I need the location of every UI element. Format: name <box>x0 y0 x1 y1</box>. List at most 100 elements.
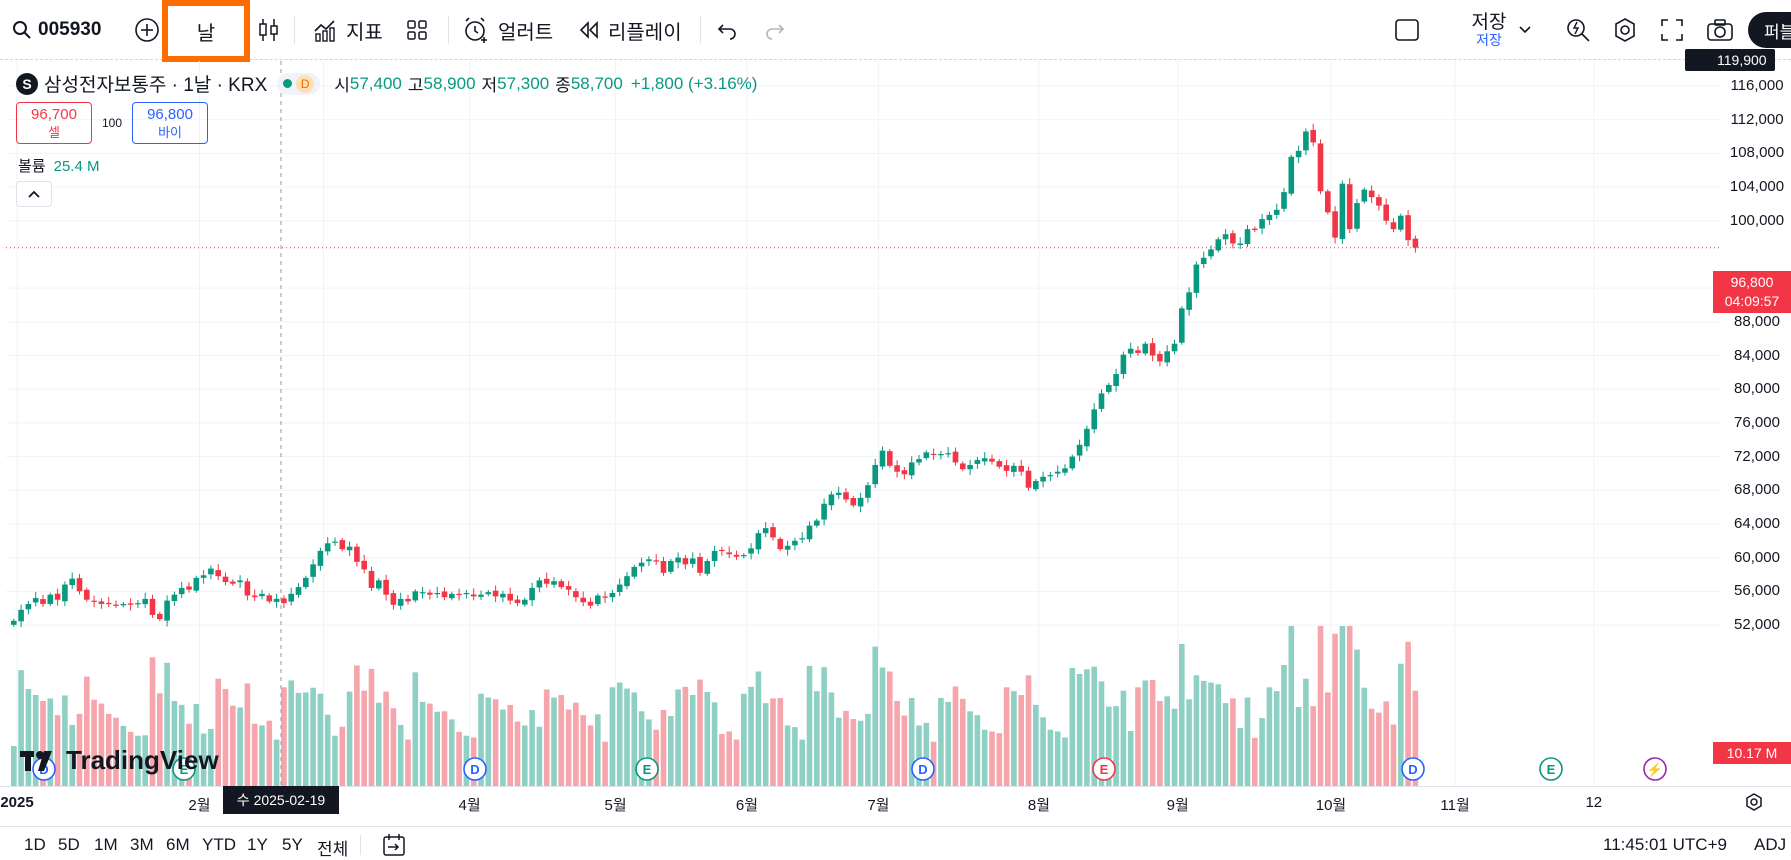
candle-body <box>901 470 908 475</box>
volume-bar <box>1011 691 1017 786</box>
adj-button[interactable]: ADJ <box>1754 835 1787 854</box>
range-button-3m[interactable]: 3M <box>130 835 154 854</box>
price-chart[interactable]: D E D E D E D E ⚡ <box>6 61 1721 786</box>
candle-body <box>346 546 353 551</box>
volume-bar <box>1237 728 1243 786</box>
candle-body <box>1113 374 1119 386</box>
candle-body <box>1412 238 1419 248</box>
top-toolbar: 005930 날 지표 얼러트 리플레이 저장 저장 <box>0 0 1791 62</box>
range-button-1y[interactable]: 1Y <box>247 835 268 854</box>
event-marker[interactable]: E <box>172 757 196 781</box>
candle-body <box>354 546 360 562</box>
price-tick-label: 60,000 <box>1734 548 1780 566</box>
candle-body <box>1135 350 1141 353</box>
event-marker[interactable]: ⚡ <box>1643 757 1667 781</box>
candle-body <box>84 589 90 600</box>
volume-bar <box>1398 663 1404 786</box>
publish-button[interactable]: 퍼블 <box>1748 12 1791 48</box>
range-button-5y[interactable]: 5Y <box>282 835 303 854</box>
volume-bar <box>981 729 988 786</box>
publish-label: 퍼블 <box>1764 22 1791 42</box>
volume-bar <box>1390 724 1397 786</box>
interval-button[interactable]: 날 <box>162 0 250 62</box>
volume-legend[interactable]: 볼륨 25.4 M <box>18 155 99 176</box>
candle-body <box>18 609 24 622</box>
volume-bar <box>865 713 871 786</box>
volume-bar <box>412 672 419 786</box>
event-marker[interactable]: E <box>635 757 659 781</box>
volume-bar <box>668 716 674 786</box>
event-marker[interactable]: D <box>911 757 935 781</box>
axis-settings-button[interactable] <box>1744 792 1764 817</box>
event-marker-circle <box>911 757 935 781</box>
event-marker[interactable]: E <box>1092 757 1116 781</box>
candle-body <box>281 598 287 604</box>
candle-body <box>660 560 667 573</box>
range-button-6m[interactable]: 6M <box>166 835 190 854</box>
candle-body <box>1376 197 1382 206</box>
candle-body <box>733 554 740 557</box>
snapshot-button[interactable] <box>1706 0 1734 60</box>
candle-body <box>529 587 535 601</box>
time-tick-label: 5월 <box>604 797 627 814</box>
chart-pane[interactable]: D E D E D E D E ⚡ <box>6 61 1721 786</box>
save-label: 저장 <box>1471 11 1507 33</box>
fullscreen-button[interactable] <box>1660 0 1684 60</box>
volume-bar <box>828 692 835 786</box>
quick-search-button[interactable] <box>1565 0 1591 60</box>
volume-bar <box>1332 633 1338 786</box>
event-marker-label: D <box>470 762 479 777</box>
chart-type-button[interactable] <box>257 0 281 60</box>
volume-bar <box>1084 669 1090 786</box>
save-menu-button[interactable] <box>1518 0 1532 60</box>
candle-body <box>1273 209 1280 215</box>
close-value: 58,700 <box>570 73 623 93</box>
buy-button[interactable]: 96,800 바이 <box>132 102 209 144</box>
redo-button[interactable] <box>764 0 786 60</box>
candle-body <box>1120 354 1127 375</box>
collapse-legend-button[interactable] <box>16 181 52 207</box>
event-marker[interactable]: D <box>1401 757 1425 781</box>
price-tick-label: 100,000 <box>1729 211 1785 229</box>
tradingview-logo[interactable]: TradingView <box>20 745 219 776</box>
range-button-ytd[interactable]: YTD <box>202 835 236 854</box>
replay-button[interactable]: 리플레이 <box>578 0 682 60</box>
layout-button[interactable] <box>1394 0 1420 60</box>
timezone-clock[interactable]: 11:45:01 UTC+9 <box>1603 835 1727 854</box>
volume-bar <box>1259 718 1265 786</box>
event-marker[interactable]: E <box>1539 757 1563 781</box>
event-marker[interactable]: D <box>463 757 487 781</box>
range-button-5d[interactable]: 5D <box>58 835 80 854</box>
save-button[interactable]: 저장 저장 <box>1448 0 1530 60</box>
time-tick-label: 11월 <box>1440 797 1470 814</box>
candle-body <box>1317 143 1324 192</box>
undo-button[interactable] <box>716 0 738 60</box>
volume-bar <box>616 682 623 786</box>
go-to-date-button[interactable] <box>382 833 408 860</box>
symbol-search-button[interactable]: 005930 <box>12 0 101 60</box>
candle-body <box>171 594 178 602</box>
range-button-전체[interactable]: 전체 <box>317 840 349 859</box>
market-status-badge[interactable]: D <box>277 72 321 95</box>
settings-button[interactable] <box>1612 0 1638 60</box>
volume-bar <box>704 692 711 786</box>
time-axis[interactable]: 20252월3월4월5월6월7월8월9월10월11월12 <box>0 786 1791 820</box>
candle-body <box>806 525 813 540</box>
volume-bar <box>894 701 900 786</box>
symbol-title[interactable]: 삼성전자보통주 · 1날 · KRX <box>44 75 268 96</box>
compare-symbol-button[interactable] <box>134 0 160 60</box>
candle-body <box>405 598 411 602</box>
time-tick-label: 10월 <box>1315 797 1347 814</box>
indicator-templates-button[interactable] <box>406 0 428 60</box>
indicators-button[interactable]: 지표 <box>312 0 383 60</box>
price-axis[interactable]: 116,000112,000108,000104,000100,00092,00… <box>1721 61 1791 786</box>
sell-button[interactable]: 96,700 셀 <box>16 102 92 144</box>
range-button-1d[interactable]: 1D <box>24 835 46 854</box>
alert-button[interactable]: 얼러트 <box>462 0 553 60</box>
last-price-value: 96,800 <box>1730 274 1774 290</box>
candle-body <box>1230 233 1236 244</box>
volume-label: 볼륨 <box>18 158 46 175</box>
range-button-1m[interactable]: 1M <box>94 835 118 854</box>
volume-bar <box>419 701 426 786</box>
volume-bar <box>843 710 849 786</box>
